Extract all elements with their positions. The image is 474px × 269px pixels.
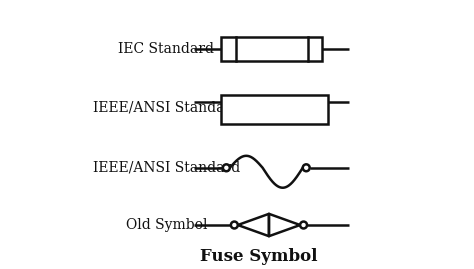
Text: IEEE/ANSI Standard: IEEE/ANSI Standard [93,161,240,175]
Circle shape [300,222,307,228]
Text: Old Symbol: Old Symbol [126,218,207,232]
Circle shape [303,164,310,171]
Text: Fuse Symbol: Fuse Symbol [200,248,317,265]
Circle shape [223,164,230,171]
Bar [221,95,328,124]
Circle shape [231,222,238,228]
Text: IEC Standard: IEC Standard [118,42,214,56]
Bar [221,37,322,61]
Text: IEEE/ANSI Standard: IEEE/ANSI Standard [93,101,240,115]
